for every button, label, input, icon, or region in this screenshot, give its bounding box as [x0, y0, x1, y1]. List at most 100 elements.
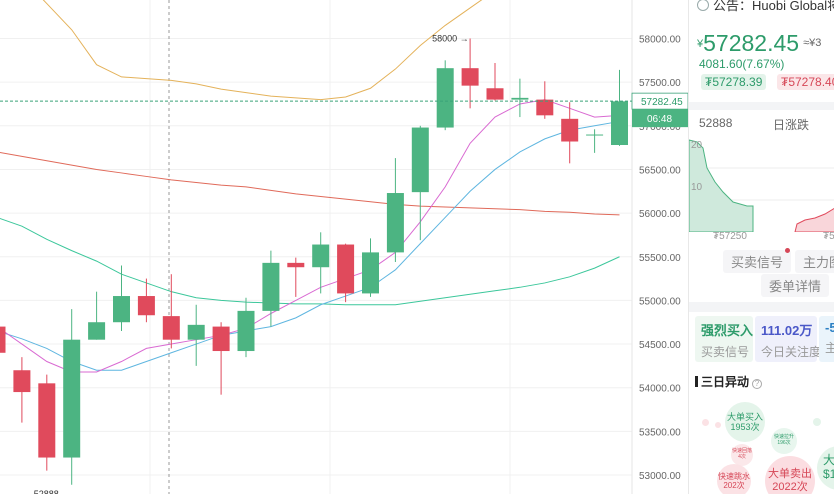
- bubble-big-buy[interactable]: 大单买入 1953次: [725, 402, 765, 442]
- currency-symbol: ¥: [697, 38, 704, 50]
- candle-down: [486, 88, 504, 100]
- countdown-box: [632, 109, 688, 128]
- help-icon[interactable]: ?: [752, 379, 763, 389]
- ma-line-pink: [0, 99, 620, 373]
- small-dot: [715, 422, 721, 428]
- speaker-icon: [697, 0, 709, 11]
- candle-down: [137, 296, 155, 316]
- y-axis-tick-label: 57000.00: [639, 122, 681, 133]
- price-display: ¥57282.45 ≈¥3: [697, 30, 821, 57]
- stat-attention-label: 今日关注度: [761, 345, 822, 359]
- notification-dot: [785, 248, 790, 253]
- tab-order-detail[interactable]: 委单详情: [761, 274, 830, 297]
- y-axis-tick-label: 58000.00: [639, 35, 681, 46]
- ma-line-red: [0, 152, 620, 216]
- candle-up: [511, 97, 529, 100]
- bubble-fast-fall-count: 4次: [738, 454, 746, 460]
- kline-chart[interactable]: 58000.00 57500.00 57000.00 56500.00 56000.00…: [0, 0, 688, 494]
- mini-bottom-label: ₮57250: [713, 231, 747, 242]
- y-axis-tick-label: 56000.00: [639, 209, 681, 220]
- bubble-large-count: $1: [823, 467, 834, 481]
- bubble-big-sell-title: 大单卖出: [768, 468, 812, 481]
- stat-signal-label: 买卖信号: [701, 345, 750, 359]
- bubble-large-title: 大: [823, 453, 834, 468]
- mini-tick-10: 10: [691, 182, 703, 193]
- section-three-day-anomaly: 三日异动?: [695, 373, 763, 390]
- y-axis-tick-label: 55000.00: [639, 296, 681, 307]
- depth-mini-chart: [689, 139, 834, 232]
- last-price: 57282.45: [703, 30, 800, 56]
- bubble-fast-rise[interactable]: 快速拉升 196次: [771, 428, 797, 454]
- mini-ask-area: [794, 208, 834, 232]
- bubble-fast-dive[interactable]: 快速跳水 202次: [717, 464, 751, 494]
- divider: [689, 102, 834, 110]
- candle-up: [586, 134, 604, 136]
- countdown-label: 06:48: [647, 114, 672, 125]
- announcement-text[interactable]: 公告：Huobi Global将: [713, 0, 834, 13]
- low-price-marker: 52888 →: [34, 489, 71, 494]
- announcement-bar[interactable]: 公告：Huobi Global将: [697, 0, 834, 14]
- candle-up: [386, 193, 404, 253]
- candle-down: [561, 118, 579, 142]
- bubble-fast-rise-title: 快速拉升: [773, 434, 794, 441]
- bubble-fast-rise-count: 196次: [777, 440, 791, 446]
- bubble-fast-fall[interactable]: 快速回落 4次: [731, 444, 753, 466]
- high-price-marker: 58000 →: [432, 34, 469, 44]
- stat-main-label: 主力: [825, 339, 834, 356]
- stat-attention-card[interactable]: 111.02万 今日关注度: [755, 316, 822, 362]
- stat-attention-value: 111.02万: [761, 323, 813, 338]
- y-axis-tick-label: 57500.00: [639, 78, 681, 89]
- candle-up: [611, 101, 628, 146]
- candle-up: [362, 252, 379, 294]
- ma-line-orange: [42, 0, 483, 101]
- mini-chart-title: 日涨跌: [773, 118, 810, 132]
- section-marker: [695, 376, 698, 387]
- y-axis-tick-label: 56500.00: [639, 165, 681, 176]
- candle-up: [187, 324, 205, 340]
- candle-down: [0, 326, 6, 353]
- market-info-panel: 公告：Huobi Global将 ¥57282.45 ≈¥3 4081.60(7.…: [688, 0, 834, 494]
- section-title: 三日异动: [701, 375, 750, 389]
- candle-down: [536, 99, 554, 116]
- stat-main-value: -5: [825, 320, 834, 335]
- candle-down: [13, 370, 31, 393]
- candle-down: [287, 262, 305, 268]
- price-converted: ≈¥3: [803, 37, 822, 49]
- y-axis-tick-label: 54500.00: [639, 340, 681, 351]
- bubble-big-buy-title: 大单买入: [726, 411, 763, 422]
- mini-bottom-right-label: ₮5: [823, 231, 834, 242]
- candle-up: [237, 310, 255, 352]
- bubble-big-sell[interactable]: 大单卖出 2022次: [765, 456, 815, 494]
- bubble-large-partial[interactable]: 大 $1: [817, 446, 834, 490]
- ask-price-pill: ₮57278.40: [777, 74, 834, 90]
- mini-chart-low-label: 52888: [699, 116, 733, 130]
- candle-up: [262, 262, 280, 311]
- candle-up: [63, 339, 81, 458]
- tab-main-force[interactable]: 主力图: [795, 250, 834, 273]
- mini-bid-area: [689, 139, 754, 232]
- candle-down: [337, 244, 355, 294]
- divider: [689, 302, 834, 312]
- kline-chart-svg[interactable]: 58000.00 57500.00 57000.00 56500.00 56000.00…: [0, 0, 688, 494]
- stat-signal-value: 强烈买入: [701, 323, 754, 338]
- tab-buy-sell-signal[interactable]: 买卖信号: [723, 250, 792, 273]
- stat-main-card[interactable]: -5 主力: [819, 316, 834, 362]
- y-axis-tick-label: 54000.00: [639, 384, 681, 395]
- small-dot: [702, 419, 709, 426]
- candle-up: [113, 296, 130, 323]
- stat-signal-card[interactable]: 强烈买入 买卖信号: [695, 316, 753, 362]
- bid-price-pill: ₮57278.39: [701, 74, 767, 90]
- price-change: 4081.60(7.67%): [699, 57, 785, 71]
- candle-up: [411, 127, 429, 193]
- candle-up: [312, 244, 330, 268]
- bubble-big-sell-count: 2022次: [772, 481, 808, 493]
- last-price-label: 57282.45: [641, 97, 683, 108]
- mini-tick-20: 20: [691, 140, 703, 151]
- candle-down: [212, 326, 230, 352]
- y-axis-tick-label: 53000.00: [639, 471, 681, 482]
- candle-up: [436, 68, 454, 128]
- ma-line-teal: [0, 217, 620, 306]
- bubble-fast-dive-title: 快速跳水: [718, 471, 750, 481]
- bubble-big-buy-count: 1953次: [730, 422, 760, 432]
- candle-down: [38, 383, 56, 458]
